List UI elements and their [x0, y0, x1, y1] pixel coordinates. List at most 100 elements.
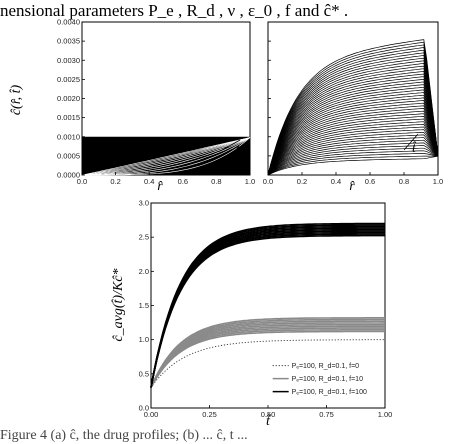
series-band-f10 — [150, 325, 385, 388]
series-band-f10 — [150, 329, 385, 388]
profile-curve — [267, 81, 439, 176]
profile-curve — [267, 153, 439, 176]
y-tick-label: 1.0 — [139, 335, 149, 344]
series-band-f100 — [150, 234, 385, 388]
caption-bottom: Figure 4 (a) ĉ, the drug profiles; (b) .… — [0, 428, 248, 443]
profile-curve — [267, 63, 439, 176]
profile-curve — [267, 68, 439, 176]
profile-curve — [267, 41, 439, 176]
x-tick-label: 0.00 — [144, 410, 159, 419]
profile-band — [82, 136, 250, 175]
bottom-plot: 0.00 0.25 0.50 0.75 1.00 0.0 0.5 1.0 1.5 2.0 2.5 3.… — [139, 199, 393, 420]
profile-curve — [81, 137, 251, 176]
x-tick-label: 0.6 — [365, 177, 375, 186]
top-left-xlabel: r̂ — [157, 179, 163, 194]
profile-curve — [267, 76, 439, 176]
profile-curve — [267, 105, 439, 176]
profile-curve — [267, 84, 439, 176]
y-tick-label: 0.5 — [139, 369, 149, 378]
y-tick-label: 0.0030 — [57, 56, 80, 65]
profile-curve — [267, 145, 439, 176]
profile-curve — [267, 113, 439, 176]
y-tick-label: 2.0 — [139, 267, 149, 276]
x-tick-label: 0.4 — [144, 177, 154, 186]
profile-curve — [267, 52, 439, 176]
profile-curve — [267, 94, 439, 176]
x-tick-label: 1.00 — [378, 410, 393, 419]
profile-curve — [267, 150, 439, 176]
profile-curve — [267, 47, 439, 176]
profile-curve — [267, 65, 439, 176]
y-tick-label: 0.0000 — [57, 171, 80, 180]
profile-curve — [267, 123, 439, 176]
x-tick-label: 0.4 — [331, 177, 341, 186]
y-tick-label: 3.0 — [139, 199, 149, 208]
profile-curve — [267, 97, 439, 176]
profile-curve — [267, 155, 438, 176]
y-tick-label: 0.0015 — [57, 113, 80, 122]
y-tick-label: 2.5 — [139, 233, 149, 242]
profile-curve — [267, 108, 439, 176]
legend-label: Pₑ=100, R_d=0.1, f=100 — [292, 389, 367, 396]
profile-curve — [267, 139, 439, 176]
top-left-time-annotation: t̂ — [236, 146, 241, 161]
x-tick-label: 0.8 — [211, 177, 221, 186]
profile-curve — [267, 137, 439, 176]
bottom-ylabel: ĉ_avg(t̂)/Kĉ* — [111, 268, 126, 341]
profile-curve — [267, 110, 439, 176]
profile-curve — [267, 126, 439, 176]
series-band-f10 — [150, 318, 385, 388]
profile-curve — [267, 102, 439, 176]
top-right-arrow — [403, 133, 419, 151]
profile-curve — [81, 137, 251, 176]
series-band-f10 — [150, 327, 385, 388]
profile-curve — [267, 147, 439, 176]
profile-curve — [267, 60, 439, 176]
top-left-plot: 0.0 0.2 0.4 0.6 0.8 1.0 0.0000 0.0005 0.0010 0.00… — [57, 18, 255, 187]
series-band-f10 — [150, 320, 385, 388]
profile-curve — [267, 129, 439, 176]
bottom-xlabel: t̂ — [266, 414, 271, 429]
series-band-f10 — [150, 323, 385, 388]
x-tick-label: 0.75 — [319, 410, 334, 419]
profile-curve — [81, 137, 251, 176]
y-tick-label: 0.0025 — [57, 75, 80, 84]
profile-curve — [82, 137, 251, 176]
profile-curve — [267, 57, 439, 176]
x-tick-label: 0.6 — [178, 177, 188, 186]
legend-label: Pₑ=100, R_d=0.1, f=10 — [292, 376, 363, 383]
profile-curve — [81, 137, 251, 176]
y-tick-label: 0.0040 — [57, 18, 80, 27]
profile-curve — [267, 73, 439, 176]
series-band-f10 — [150, 317, 385, 388]
x-tick-label: 0.8 — [399, 177, 409, 186]
profile-curve — [267, 78, 439, 176]
caption-top: nensional parameters P_e , R_d , ν , ε_0… — [0, 1, 349, 20]
profile-curve — [82, 137, 251, 176]
legend-label: Pₑ=100, R_d=0.1, f=0 — [292, 363, 360, 370]
y-tick-label: 0.0005 — [57, 151, 80, 160]
x-tick-label: 1.0 — [433, 177, 443, 186]
series-line-f0 — [150, 339, 385, 388]
profile-curve — [267, 89, 439, 176]
y-tick-label: 0.0035 — [57, 37, 80, 46]
x-tick-label: 0.2 — [297, 177, 307, 186]
profile-curve — [267, 92, 439, 176]
y-tick-label: 0.0 — [139, 404, 149, 413]
profile-curve — [267, 121, 439, 176]
profile-curve — [267, 71, 439, 176]
profile-curve — [267, 49, 439, 176]
top-right-plot: 0.0 0.2 0.4 0.6 0.8 1.0 — [263, 21, 443, 186]
profile-curve — [81, 137, 251, 176]
profile-curve — [267, 100, 439, 176]
top-right-time-annotation: t̂ — [412, 141, 417, 156]
series-band-f10 — [150, 322, 385, 388]
profile-curve — [267, 44, 439, 176]
profile-curve — [267, 134, 439, 176]
x-tick-label: 0.50 — [261, 410, 276, 419]
y-tick-label: 0.0010 — [57, 132, 80, 141]
profile-curve — [267, 155, 439, 176]
profile-curve — [267, 116, 439, 176]
profile-curve — [267, 118, 439, 176]
